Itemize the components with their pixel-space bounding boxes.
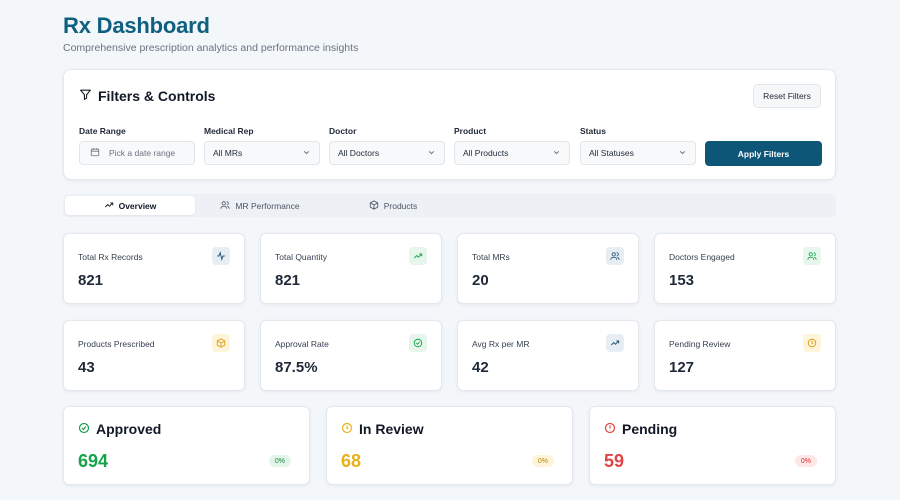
apply-filters-button[interactable]: Apply Filters	[705, 141, 822, 166]
trending-up-icon	[409, 247, 427, 265]
stat-label: Total Quantity	[275, 252, 327, 262]
doctor-label: Doctor	[329, 126, 357, 136]
stat-card-total-mrs: Total MRs 20	[457, 233, 639, 304]
status-card-pending: Pending 59 0%	[589, 406, 836, 485]
stat-label: Pending Review	[669, 339, 731, 349]
package-icon	[212, 334, 230, 352]
stat-value: 43	[78, 359, 95, 376]
stat-value: 127	[669, 359, 695, 376]
product-value: All Products	[463, 148, 509, 158]
tab-bar: Overview MR Performance Products	[63, 194, 836, 217]
users-icon	[606, 247, 624, 265]
stat-value: 20	[472, 272, 489, 289]
tab-mr-performance-label: MR Performance	[235, 200, 300, 211]
filters-card: Filters & Controls Reset Filters Date Ra…	[63, 69, 836, 180]
stat-value: 42	[472, 359, 489, 376]
stat-card-doctors-engaged: Doctors Engaged 153	[654, 233, 836, 304]
page-subtitle: Comprehensive prescription analytics and…	[63, 42, 359, 54]
trending-up-icon	[104, 200, 114, 212]
status-value: All Statuses	[589, 148, 634, 158]
clock-icon	[341, 421, 353, 437]
status-card-header: Approved	[78, 421, 161, 437]
check-circle-icon	[409, 334, 427, 352]
trending-up-icon	[606, 334, 624, 352]
clock-icon	[803, 334, 821, 352]
status-card-approved: Approved 694 0%	[63, 406, 310, 485]
status-card-value: 59	[604, 451, 625, 471]
stat-card-avg-rx-per-mr: Avg Rx per MR 42	[457, 320, 639, 391]
product-label: Product	[454, 126, 487, 136]
users-icon	[803, 247, 821, 265]
stat-label: Total Rx Records	[78, 252, 143, 262]
status-card-title: In Review	[359, 421, 424, 437]
medical-rep-value: All MRs	[213, 148, 243, 158]
reset-filters-button[interactable]: Reset Filters	[753, 84, 821, 108]
chevron-down-icon	[302, 148, 311, 159]
alert-circle-icon	[604, 421, 616, 437]
medical-rep-select[interactable]: All MRs	[204, 141, 320, 165]
status-card-value: 694	[78, 451, 109, 471]
date-range-label: Date Range	[79, 126, 126, 136]
tab-overview-label: Overview	[118, 200, 157, 211]
date-range-placeholder: Pick a date range	[109, 148, 176, 158]
activity-icon	[212, 247, 230, 265]
status-card-percent-badge: 0%	[794, 455, 817, 467]
filters-title: Filters & Controls	[98, 88, 216, 104]
stat-value: 821	[78, 272, 104, 289]
stat-label: Doctors Engaged	[669, 252, 735, 262]
filters-header: Filters & Controls	[79, 88, 215, 104]
tab-products[interactable]: Products	[328, 196, 458, 215]
stat-card-products-prescribed: Products Prescribed 43	[63, 320, 245, 391]
status-card-value: 68	[341, 451, 362, 471]
product-select[interactable]: All Products	[454, 141, 570, 165]
stat-label: Total MRs	[472, 252, 510, 262]
medical-rep-label: Medical Rep	[204, 126, 254, 136]
tab-mr-performance[interactable]: MR Performance	[195, 196, 325, 215]
status-card-percent-badge: 0%	[531, 455, 554, 467]
page-title: Rx Dashboard	[63, 13, 210, 38]
package-icon	[369, 199, 379, 212]
stat-label: Approval Rate	[275, 339, 329, 349]
stat-value: 87.5%	[275, 359, 318, 376]
status-card-title: Pending	[622, 421, 678, 437]
doctor-select[interactable]: All Doctors	[329, 141, 445, 165]
stat-label: Products Prescribed	[78, 339, 155, 349]
status-select[interactable]: All Statuses	[580, 141, 696, 165]
status-card-in-review: In Review 68 0%	[326, 406, 573, 485]
status-card-header: Pending	[604, 421, 677, 437]
chevron-down-icon	[678, 148, 687, 159]
stat-card-total-quantity: Total Quantity 821	[260, 233, 442, 304]
stat-card-approval-rate: Approval Rate 87.5%	[260, 320, 442, 391]
status-card-header: In Review	[341, 421, 424, 437]
check-circle-icon	[78, 421, 90, 437]
status-card-title: Approved	[96, 421, 162, 437]
status-card-percent-badge: 0%	[268, 455, 291, 467]
status-label: Status	[580, 126, 606, 136]
chevron-down-icon	[552, 148, 561, 159]
filter-icon	[79, 88, 92, 104]
doctor-value: All Doctors	[338, 148, 380, 158]
stat-value: 153	[669, 272, 695, 289]
date-range-picker[interactable]: Pick a date range	[79, 141, 195, 165]
stat-card-pending-review: Pending Review 127	[654, 320, 836, 391]
users-icon	[220, 200, 230, 212]
chevron-down-icon	[427, 148, 436, 159]
calendar-icon	[90, 147, 100, 159]
tab-products-label: Products	[383, 200, 418, 211]
stat-value: 821	[275, 272, 301, 289]
stat-card-total-rx-records: Total Rx Records 821	[63, 233, 245, 304]
tab-overview[interactable]: Overview	[65, 196, 195, 215]
stat-label: Avg Rx per MR	[472, 339, 530, 349]
